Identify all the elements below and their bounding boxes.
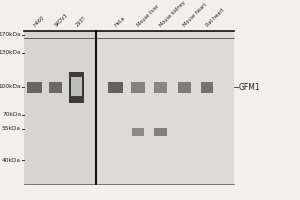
Text: 170kDa: 170kDa: [0, 32, 21, 38]
Bar: [154, 82, 167, 92]
Text: 130kDa: 130kDa: [0, 50, 21, 55]
Bar: [24, 31, 95, 184]
Bar: [201, 82, 213, 92]
Text: 293T: 293T: [74, 16, 87, 28]
Bar: [108, 82, 123, 92]
Text: Mouse heart: Mouse heart: [182, 2, 208, 28]
Text: HeLa: HeLa: [113, 16, 126, 28]
Bar: [97, 31, 234, 184]
Bar: [154, 128, 167, 136]
Bar: [178, 82, 191, 92]
Text: H460: H460: [32, 15, 46, 28]
Text: SKOV3: SKOV3: [53, 13, 69, 28]
Text: Rat heart: Rat heart: [205, 8, 225, 28]
Text: 40kDa: 40kDa: [2, 158, 21, 162]
Bar: [131, 82, 145, 92]
Text: Mouse kidney: Mouse kidney: [158, 0, 187, 28]
Text: 55kDa: 55kDa: [2, 127, 21, 132]
Text: GFM1: GFM1: [238, 82, 260, 92]
Bar: [69, 72, 84, 102]
Bar: [27, 82, 42, 92]
Text: 100kDa: 100kDa: [0, 84, 21, 90]
Text: Mouse liver: Mouse liver: [136, 4, 160, 28]
Bar: [132, 128, 144, 136]
Text: 70kDa: 70kDa: [2, 112, 21, 117]
Bar: [71, 77, 82, 96]
Bar: [49, 82, 62, 92]
Bar: [69, 78, 71, 96]
Bar: [82, 78, 84, 96]
